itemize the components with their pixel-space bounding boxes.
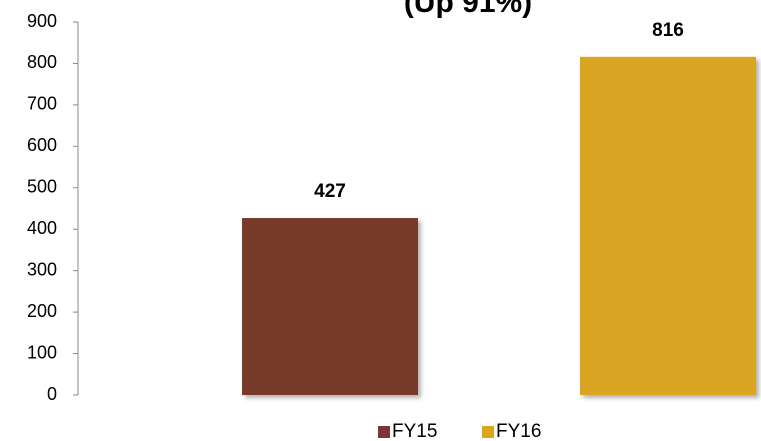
- bar: [242, 218, 418, 395]
- value-label: 427: [314, 181, 346, 202]
- bar: [580, 56, 756, 396]
- y-tick-label: 600: [27, 135, 57, 155]
- legend-label: FY15: [392, 421, 437, 441]
- y-tick-label: 900: [27, 11, 57, 31]
- y-tick-label: 700: [27, 94, 57, 114]
- y-tick-label: 400: [27, 218, 57, 238]
- legend-label: FY16: [496, 421, 541, 441]
- y-tick-label: 100: [27, 342, 57, 362]
- y-tick-label: 200: [27, 301, 57, 321]
- legend-swatch: [482, 426, 494, 438]
- chart-title: (Up 91%): [404, 0, 532, 19]
- y-tick-label: 300: [27, 259, 57, 279]
- y-tick-label: 800: [27, 52, 57, 72]
- y-tick-label: 0: [47, 384, 57, 404]
- value-label: 816: [652, 20, 684, 41]
- legend-swatch: [378, 426, 390, 438]
- y-tick-label: 500: [27, 177, 57, 197]
